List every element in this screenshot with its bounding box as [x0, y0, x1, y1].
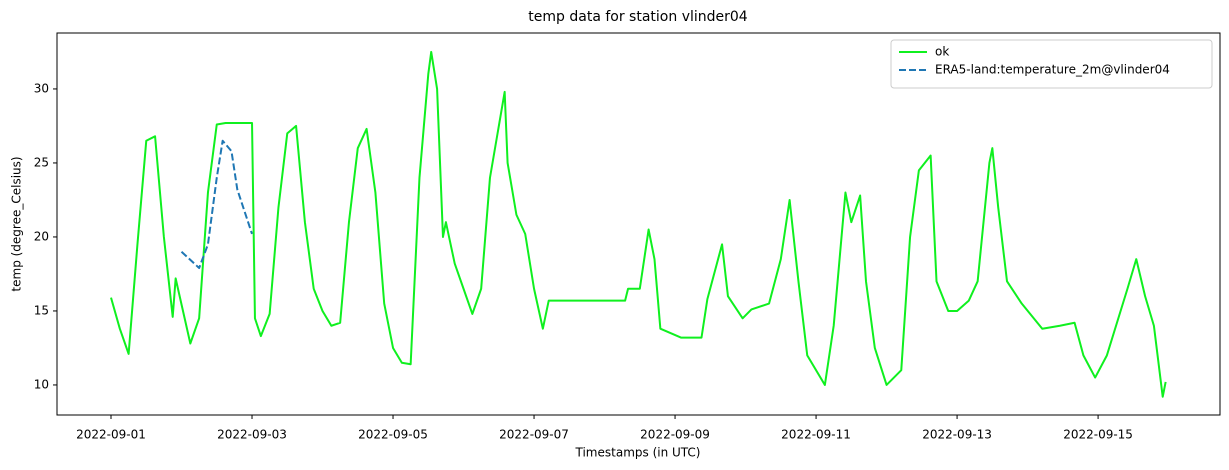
x-tick-label: 2022-09-03 [217, 428, 287, 442]
y-tick-label: 10 [34, 377, 49, 391]
y-tick-label: 30 [34, 81, 49, 95]
legend: ok ERA5-land:temperature_2m@vlinder04 [890, 39, 1213, 89]
x-tick-label: 2022-09-05 [358, 428, 428, 442]
y-tick-label: 25 [34, 155, 49, 169]
x-tick-label: 2022-09-07 [499, 428, 569, 442]
x-tick-label: 2022-09-11 [781, 428, 851, 442]
series-line [180, 139, 253, 270]
x-tick-label: 2022-09-09 [640, 428, 710, 442]
x-tick-label: 2022-09-01 [76, 428, 146, 442]
series-line [110, 50, 1167, 398]
y-axis-label: temp (degree_Celsius) [10, 156, 24, 291]
chart-title: temp data for station vlinder04 [528, 9, 747, 25]
y-tick-label: 15 [34, 303, 49, 317]
y-tick-label: 20 [34, 229, 49, 243]
x-axis-label: Timestamps (in UTC) [575, 446, 701, 460]
x-tick-label: 2022-09-15 [1063, 428, 1133, 442]
x-tick-label: 2022-09-13 [922, 428, 992, 442]
legend-box [890, 39, 1213, 89]
legend-label: ok [935, 45, 949, 59]
plot-frame [56, 32, 1221, 416]
legend-label: ERA5-land:temperature_2m@vlinder04 [935, 63, 1170, 77]
